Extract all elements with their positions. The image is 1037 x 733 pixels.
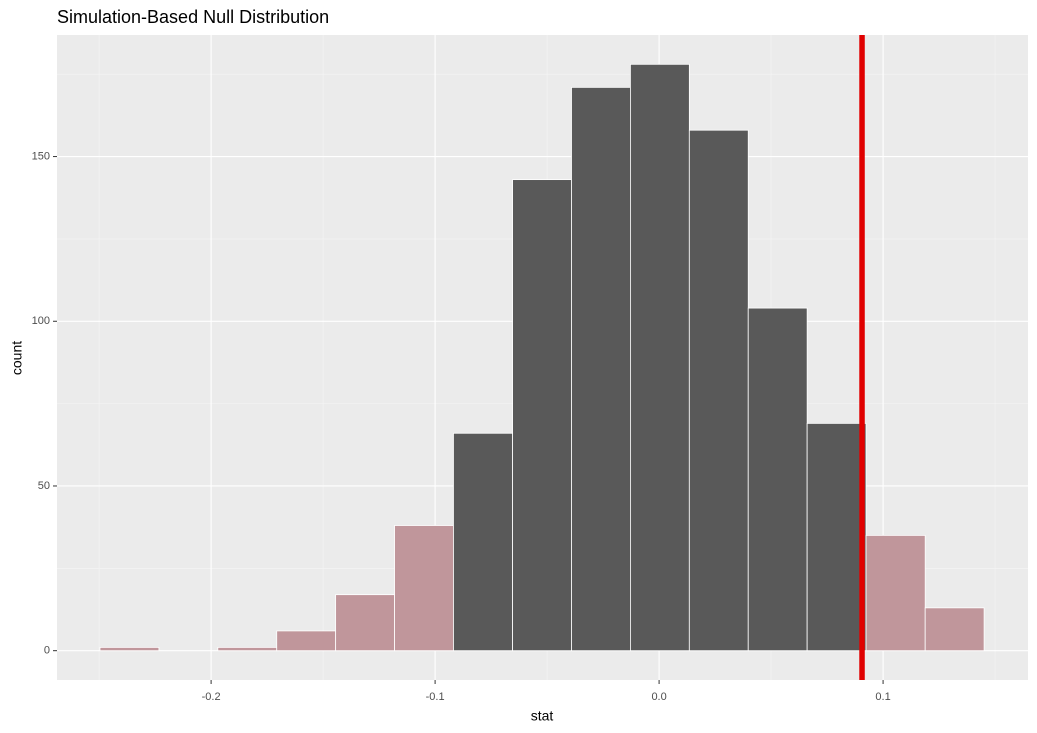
x-tick-label: -0.1: [426, 691, 445, 703]
bar: [335, 594, 395, 652]
chart-title: Simulation-Based Null Distribution: [57, 7, 329, 27]
bar: [453, 432, 513, 652]
bar: [865, 534, 926, 652]
bar: [630, 63, 690, 652]
bar: [512, 179, 572, 652]
y-tick-label: 0: [44, 645, 50, 657]
bar: [217, 646, 278, 652]
bar: [747, 307, 808, 652]
bar: [571, 86, 631, 652]
y-tick-label: 150: [32, 150, 50, 162]
bar: [924, 607, 985, 652]
x-tick-label: -0.2: [202, 691, 221, 703]
bar: [99, 646, 160, 652]
bar: [688, 129, 749, 652]
x-axis-title: stat: [531, 708, 554, 724]
x-tick-label: 0.0: [651, 691, 666, 703]
y-axis-title: count: [9, 341, 25, 375]
bar: [394, 525, 454, 652]
bar: [276, 630, 337, 652]
bar: [806, 422, 867, 652]
y-tick-label: 100: [32, 315, 50, 327]
y-tick-label: 50: [38, 480, 50, 492]
x-tick-label: 0.1: [875, 691, 890, 703]
